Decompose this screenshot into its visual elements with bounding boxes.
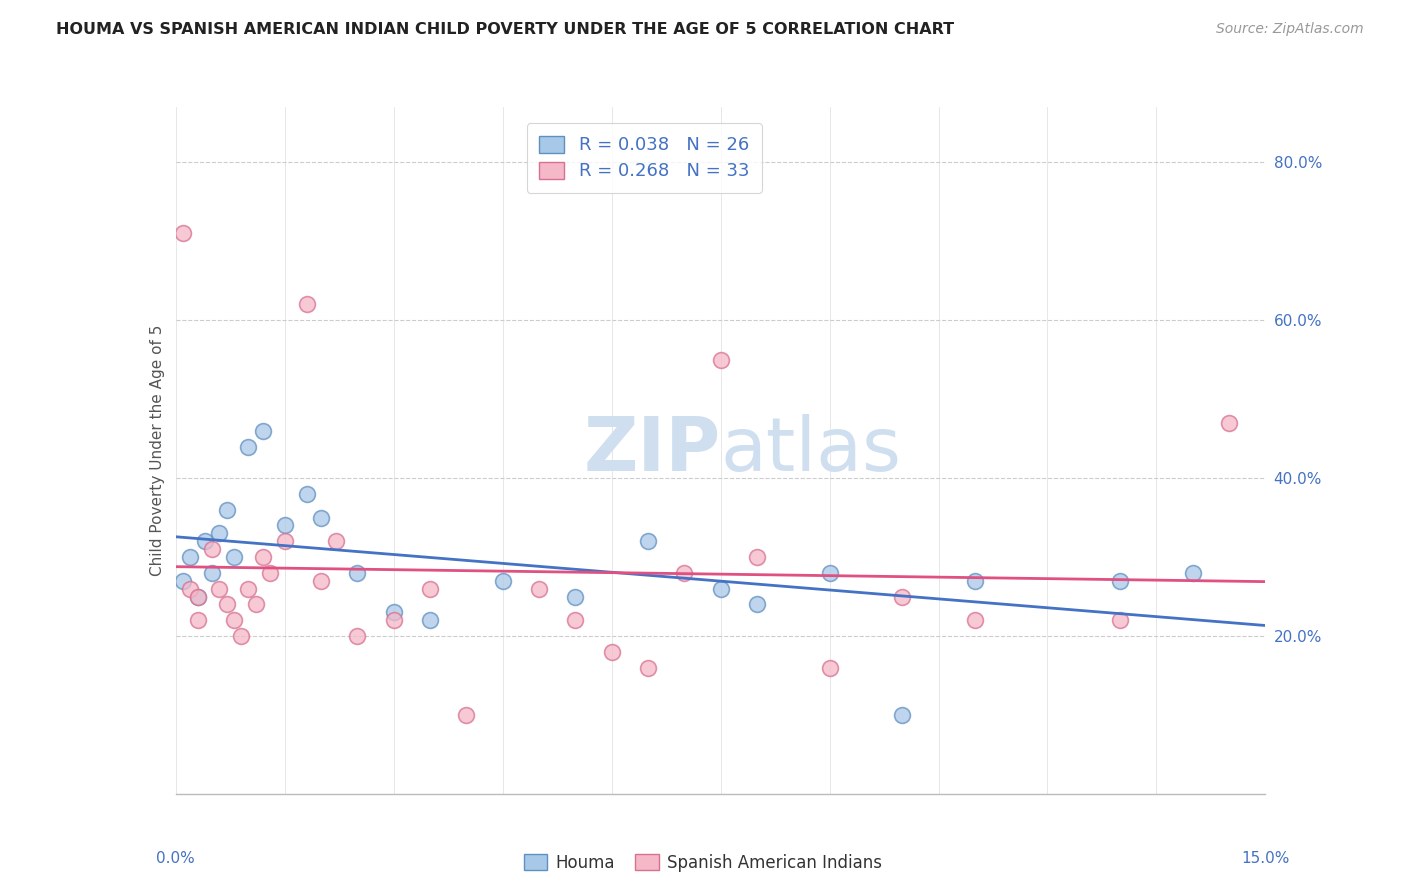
Text: ZIP: ZIP	[583, 414, 721, 487]
Point	[382, 613, 405, 627]
Point	[745, 598, 768, 612]
Point	[492, 574, 515, 588]
Point	[172, 574, 194, 588]
Point	[891, 590, 914, 604]
Point	[891, 707, 914, 722]
Point	[179, 549, 201, 564]
Point	[252, 424, 274, 438]
Point	[456, 707, 478, 722]
Point	[346, 629, 368, 643]
Text: HOUMA VS SPANISH AMERICAN INDIAN CHILD POVERTY UNDER THE AGE OF 5 CORRELATION CH: HOUMA VS SPANISH AMERICAN INDIAN CHILD P…	[56, 22, 955, 37]
Text: 15.0%: 15.0%	[1241, 851, 1289, 865]
Point	[325, 534, 347, 549]
Point	[673, 566, 696, 580]
Point	[215, 502, 238, 516]
Point	[419, 613, 441, 627]
Point	[252, 549, 274, 564]
Point	[208, 582, 231, 596]
Point	[309, 510, 332, 524]
Point	[274, 518, 297, 533]
Point	[710, 582, 733, 596]
Point	[1109, 613, 1132, 627]
Point	[600, 645, 623, 659]
Point	[564, 613, 586, 627]
Point	[231, 629, 253, 643]
Point	[382, 605, 405, 619]
Point	[186, 590, 209, 604]
Point	[818, 566, 841, 580]
Y-axis label: Child Poverty Under the Age of 5: Child Poverty Under the Age of 5	[149, 325, 165, 576]
Point	[1109, 574, 1132, 588]
Point	[745, 549, 768, 564]
Point	[222, 549, 245, 564]
Point	[215, 598, 238, 612]
Point	[238, 582, 260, 596]
Point	[172, 227, 194, 241]
Point	[259, 566, 281, 580]
Point	[295, 487, 318, 501]
Point	[963, 574, 986, 588]
Point	[564, 590, 586, 604]
Point	[419, 582, 441, 596]
Point	[346, 566, 368, 580]
Legend: Houma, Spanish American Indians: Houma, Spanish American Indians	[517, 847, 889, 879]
Point	[179, 582, 201, 596]
Point	[274, 534, 297, 549]
Point	[818, 660, 841, 674]
Point	[238, 440, 260, 454]
Text: atlas: atlas	[721, 414, 901, 487]
Point	[295, 297, 318, 311]
Point	[186, 590, 209, 604]
Point	[245, 598, 267, 612]
Point	[309, 574, 332, 588]
Point	[637, 534, 659, 549]
Legend: R = 0.038   N = 26, R = 0.268   N = 33: R = 0.038 N = 26, R = 0.268 N = 33	[527, 123, 762, 193]
Point	[222, 613, 245, 627]
Point	[194, 534, 217, 549]
Point	[637, 660, 659, 674]
Point	[1218, 416, 1240, 430]
Point	[201, 566, 224, 580]
Point	[208, 526, 231, 541]
Point	[201, 542, 224, 557]
Text: Source: ZipAtlas.com: Source: ZipAtlas.com	[1216, 22, 1364, 37]
Point	[527, 582, 550, 596]
Point	[963, 613, 986, 627]
Point	[186, 613, 209, 627]
Point	[1181, 566, 1204, 580]
Point	[710, 352, 733, 367]
Text: 0.0%: 0.0%	[156, 851, 195, 865]
